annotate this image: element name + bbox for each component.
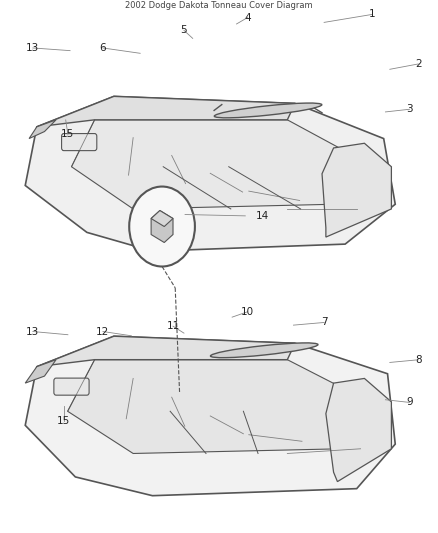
Text: 1: 1 — [369, 10, 376, 19]
Ellipse shape — [210, 343, 318, 358]
Polygon shape — [322, 143, 392, 237]
Polygon shape — [25, 360, 56, 383]
FancyBboxPatch shape — [62, 134, 97, 151]
Polygon shape — [37, 336, 295, 367]
FancyBboxPatch shape — [54, 378, 89, 395]
Text: 13: 13 — [26, 43, 39, 53]
Text: 2002 Dodge Dakota Tonneau Cover Diagram: 2002 Dodge Dakota Tonneau Cover Diagram — [125, 1, 313, 10]
Polygon shape — [326, 378, 392, 482]
Ellipse shape — [214, 103, 322, 118]
Text: 9: 9 — [406, 398, 413, 407]
Polygon shape — [151, 211, 173, 243]
Text: 12: 12 — [96, 327, 110, 336]
Text: 4: 4 — [244, 13, 251, 22]
Text: 15: 15 — [61, 130, 74, 139]
Text: 3: 3 — [406, 104, 413, 114]
Polygon shape — [29, 120, 56, 139]
Text: 2: 2 — [415, 59, 422, 69]
Text: 8: 8 — [415, 355, 422, 365]
Text: 15: 15 — [57, 416, 70, 426]
Polygon shape — [25, 96, 395, 251]
Circle shape — [129, 187, 195, 266]
Polygon shape — [37, 96, 295, 127]
Polygon shape — [71, 120, 357, 209]
Text: 10: 10 — [241, 307, 254, 317]
Text: 11: 11 — [166, 321, 180, 331]
Text: 14: 14 — [256, 211, 269, 221]
Polygon shape — [25, 336, 395, 496]
Text: 13: 13 — [26, 327, 39, 336]
Polygon shape — [151, 211, 173, 227]
Text: 6: 6 — [99, 43, 106, 53]
Text: 7: 7 — [321, 318, 328, 327]
Text: 5: 5 — [180, 26, 187, 35]
Polygon shape — [67, 360, 360, 454]
